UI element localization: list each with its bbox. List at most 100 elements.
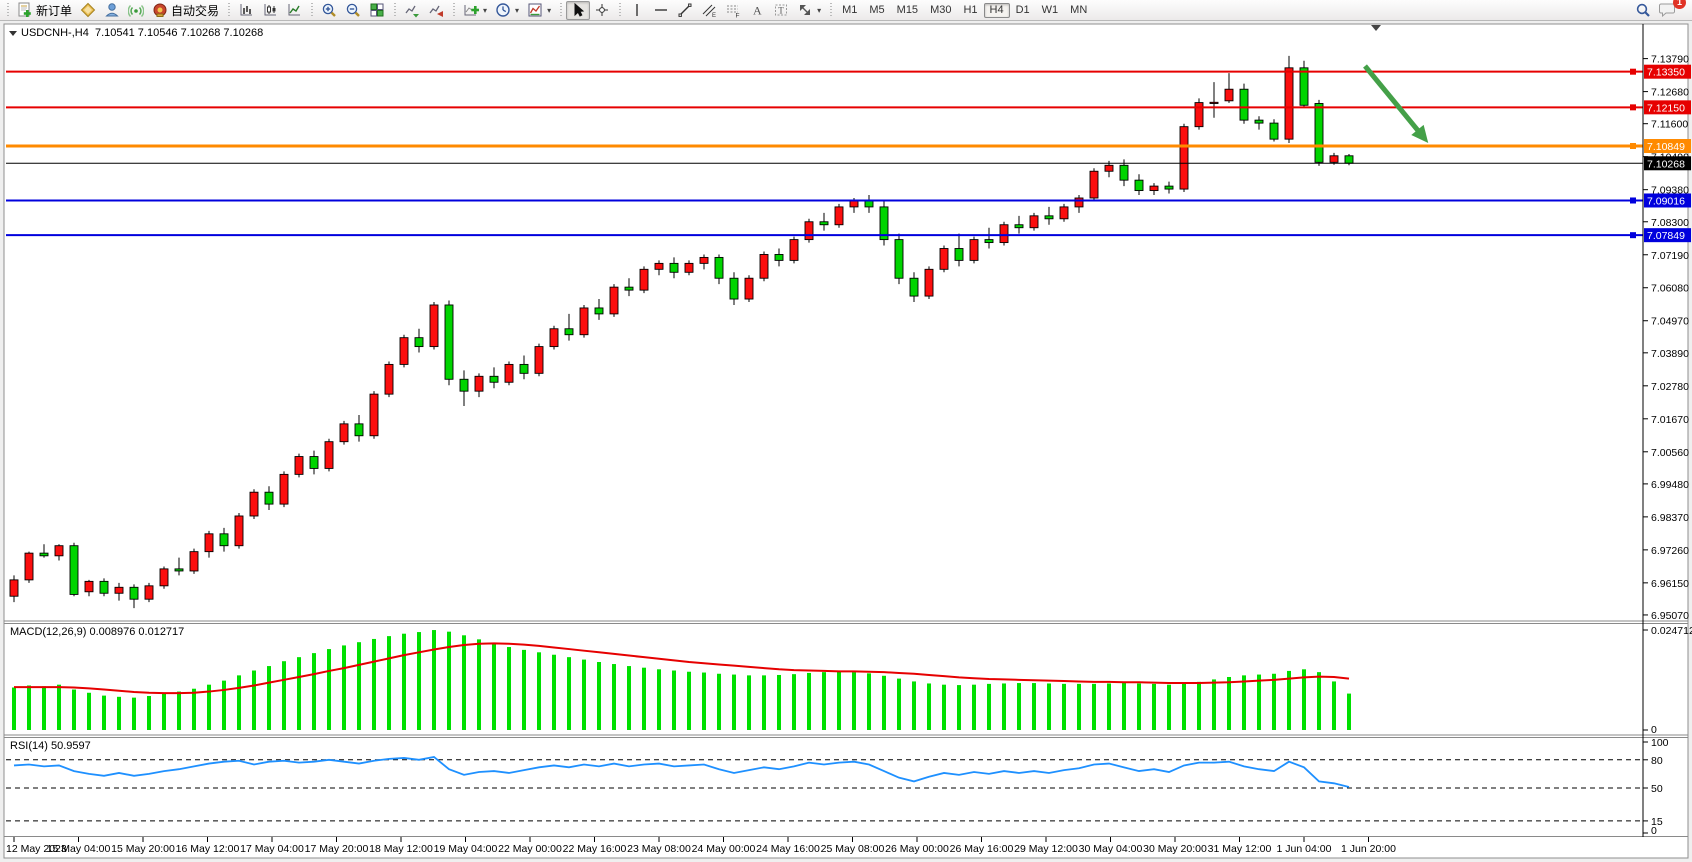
vertical-line-button[interactable] [625, 1, 649, 20]
auto-scroll-icon [404, 2, 420, 18]
svg-text:6.99480: 6.99480 [1651, 479, 1689, 491]
arrows-button[interactable] [793, 1, 825, 20]
timeframe-mn-button[interactable]: MN [1064, 3, 1093, 18]
svg-text:6.97260: 6.97260 [1651, 545, 1689, 557]
metaeditor-icon [80, 2, 96, 18]
signals-button[interactable] [124, 1, 148, 20]
chart-shift-button[interactable] [424, 1, 448, 20]
toolbar-grip [617, 2, 623, 18]
chart-shift-marker[interactable] [1371, 25, 1381, 31]
toolbar-grip [226, 2, 232, 18]
chart-title: USDCNH-,H4 7.10541 7.10546 7.10268 7.102… [9, 27, 263, 39]
chart-canvas[interactable]: 7.137907.126807.116007.104907.093807.083… [0, 21, 1692, 862]
candles [9, 55, 1354, 609]
chart-shift-icon [428, 2, 444, 18]
hline-7.07849[interactable]: 7.07849 [6, 228, 1691, 243]
macd-pane: 0.024712 0 [12, 625, 1692, 736]
zoom-out-icon [345, 2, 361, 18]
metaeditor-button[interactable] [76, 1, 100, 20]
arrows-icon [797, 2, 813, 18]
horizontal-line-button[interactable] [649, 1, 673, 20]
toolbar-grip [828, 2, 834, 18]
hline-7.09016[interactable]: 7.09016 [6, 193, 1691, 208]
svg-text:100: 100 [1651, 737, 1669, 749]
svg-text:0: 0 [1651, 825, 1657, 837]
timeframe-m15-button[interactable]: M15 [891, 3, 924, 18]
timeframe-h4-button[interactable]: H4 [983, 3, 1010, 18]
svg-text:1 Jun 04:00: 1 Jun 04:00 [1277, 843, 1332, 855]
svg-text:29 May 12:00: 29 May 12:00 [1014, 843, 1078, 855]
fibonacci-button[interactable]: F [721, 1, 745, 20]
svg-text:7.04970: 7.04970 [1651, 316, 1689, 328]
timeframe-d1-button[interactable]: D1 [1010, 3, 1036, 18]
svg-text:T: T [778, 6, 784, 16]
trendline-button[interactable] [673, 1, 697, 20]
autotrading-icon [152, 2, 168, 18]
zoom-out-button[interactable] [341, 1, 365, 20]
notification-badge[interactable]: 1 [1673, 0, 1686, 9]
zoom-in-button[interactable] [317, 1, 341, 20]
svg-text:80: 80 [1651, 755, 1663, 767]
text-a-icon: A [749, 2, 765, 18]
svg-text:18 May 12:00: 18 May 12:00 [369, 843, 433, 855]
svg-text:7.07190: 7.07190 [1651, 250, 1689, 262]
bar-chart-button[interactable] [234, 1, 258, 20]
timeframe-m30-button[interactable]: M30 [924, 3, 957, 18]
svg-text:19 May 04:00: 19 May 04:00 [434, 843, 498, 855]
search-button[interactable] [1631, 1, 1655, 20]
svg-text:15 May 20:00: 15 May 20:00 [111, 843, 175, 855]
cursor-button[interactable] [566, 0, 591, 20]
tile-windows-icon [369, 2, 385, 18]
new-order-button[interactable]: 新订单 [13, 1, 76, 20]
svg-text:7.13350: 7.13350 [1647, 67, 1685, 79]
equidistant-channel-button[interactable]: E [697, 1, 721, 20]
tile-windows-button[interactable] [365, 1, 389, 20]
autotrading-button[interactable]: 自动交易 [148, 1, 223, 20]
signals-icon [128, 2, 145, 18]
chart-menu-caret-icon[interactable] [9, 30, 17, 36]
text-button[interactable]: A [745, 1, 769, 20]
trend-arrow-annotation[interactable] [1363, 64, 1429, 144]
hline-7.10849[interactable]: 7.10849 [6, 139, 1691, 154]
svg-text:6.95070: 6.95070 [1651, 610, 1689, 622]
auto-scroll-button[interactable] [400, 1, 424, 20]
svg-text:7.09016: 7.09016 [1647, 195, 1685, 207]
svg-text:7.12150: 7.12150 [1647, 102, 1685, 114]
timeframe-w1-button[interactable]: W1 [1036, 3, 1065, 18]
community-button[interactable] [100, 1, 124, 20]
svg-text:A: A [753, 4, 762, 18]
text-label-button[interactable]: T [769, 1, 793, 20]
periods-button[interactable] [491, 1, 523, 20]
templates-button[interactable] [523, 1, 555, 20]
candlestick-chart-icon [262, 2, 278, 18]
macd-indicator-label: MACD(12,26,9) 0.008976 0.012717 [10, 626, 185, 638]
svg-text:7.13790: 7.13790 [1651, 54, 1689, 66]
bar-chart-icon [238, 2, 254, 18]
svg-text:24 May 16:00: 24 May 16:00 [756, 843, 820, 855]
equidistant-channel-icon: E [701, 2, 717, 18]
timeframe-h1-button[interactable]: H1 [957, 3, 983, 18]
periods-clock-icon [495, 2, 511, 18]
price-axis[interactable]: 7.137907.126807.116007.104907.093807.083… [1643, 54, 1689, 622]
community-person-icon [104, 2, 120, 18]
svg-text:50: 50 [1651, 783, 1663, 795]
toolbar-grip [558, 2, 564, 18]
timeframe-m5-button[interactable]: M5 [863, 3, 890, 18]
indicators-button[interactable] [459, 1, 491, 20]
svg-text:31 May 12:00: 31 May 12:00 [1208, 843, 1272, 855]
current-price-line: 7.10268 [6, 156, 1691, 171]
timeframe-m1-button[interactable]: M1 [836, 3, 863, 18]
rsi-indicator-label: RSI(14) 50.9597 [10, 740, 91, 752]
svg-text:0: 0 [1651, 724, 1657, 736]
svg-text:E: E [712, 13, 716, 18]
line-chart-button[interactable] [282, 1, 306, 20]
zoom-in-icon [321, 2, 337, 18]
hline-7.12150[interactable]: 7.12150 [6, 100, 1691, 115]
svg-text:30 May 04:00: 30 May 04:00 [1079, 843, 1143, 855]
horizontal-line-icon [653, 2, 669, 18]
svg-text:7.01670: 7.01670 [1651, 414, 1689, 426]
candlestick-chart-button[interactable] [258, 1, 282, 20]
crosshair-button[interactable] [590, 1, 614, 20]
